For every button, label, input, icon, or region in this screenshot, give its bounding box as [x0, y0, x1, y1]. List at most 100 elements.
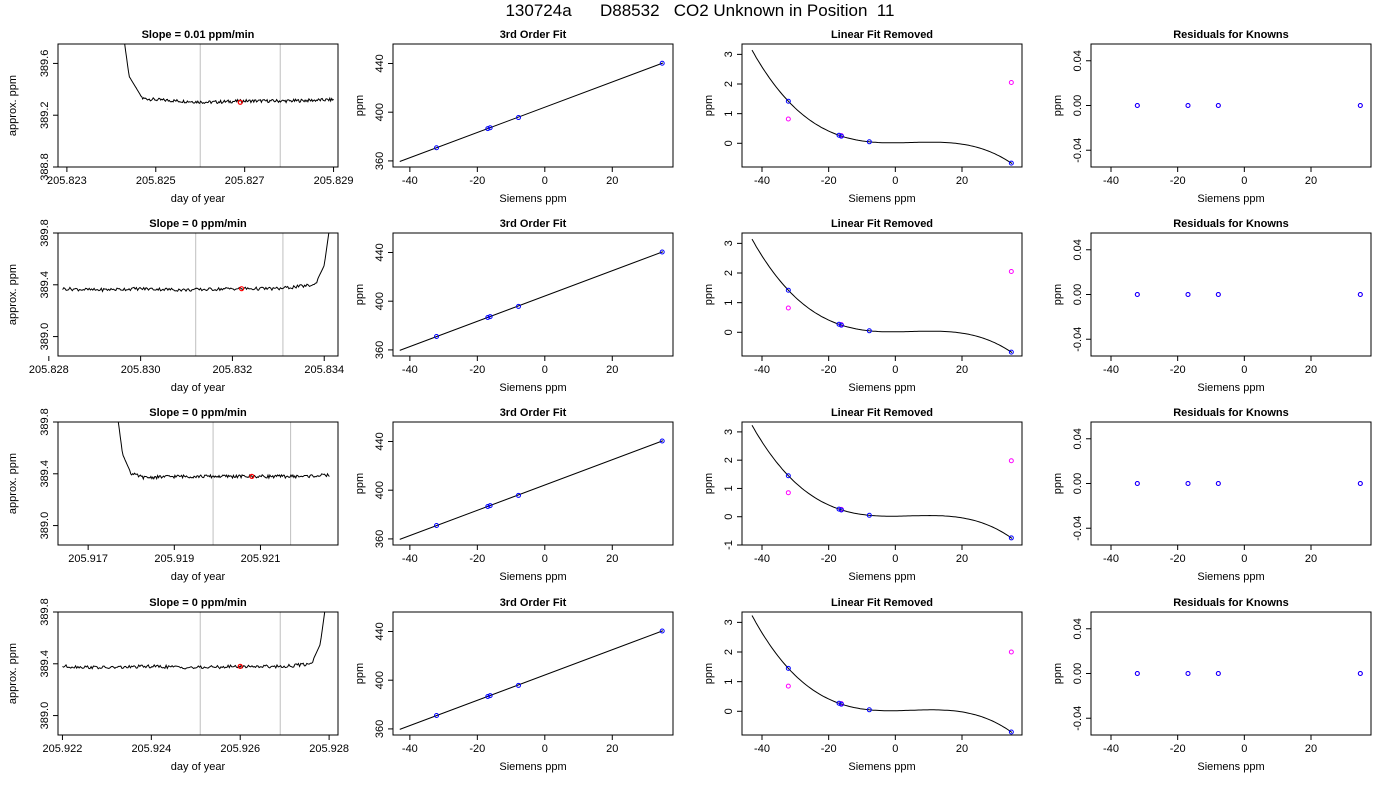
x-axis-label: Siemens ppm	[848, 382, 915, 394]
x-axis-label: Siemens ppm	[1197, 761, 1264, 773]
y-axis-label: ppm	[703, 95, 715, 116]
data-point	[785, 665, 791, 671]
plot-frame	[392, 232, 674, 357]
x-tick-label: 205.921	[241, 553, 281, 565]
y-tick-label: 440	[374, 54, 386, 72]
x-tick-label: 205.823	[47, 175, 87, 187]
y-tick-label: -0.04	[1072, 516, 1084, 541]
data-point-alt	[785, 116, 791, 122]
x-tick-label: 20	[606, 175, 618, 187]
y-tick-label: 400	[374, 481, 386, 499]
plot-frame	[741, 421, 1023, 546]
x-tick-label: -40	[402, 743, 418, 755]
x-tick-label: 205.834	[304, 364, 344, 376]
x-axis-label: Siemens ppm	[848, 193, 915, 205]
x-axis-label: Siemens ppm	[1197, 193, 1264, 205]
data-point	[1008, 160, 1014, 166]
y-tick-label: 389.0	[39, 512, 51, 540]
data-point	[1215, 671, 1221, 676]
x-tick-label: -20	[821, 364, 837, 376]
plot-frame	[57, 232, 339, 357]
x-tick-label: 20	[606, 553, 618, 565]
plot-area	[751, 615, 1014, 735]
panel-title: 3rd Order Fit	[500, 407, 567, 419]
data-point	[1185, 671, 1191, 676]
data-point	[434, 145, 440, 151]
plot-frame	[57, 611, 339, 736]
plot-area	[751, 238, 1014, 355]
y-tick-label: 389.4	[39, 650, 51, 678]
x-tick-label: 0	[892, 553, 898, 565]
y-tick-label: 360	[374, 530, 386, 548]
data-point	[1134, 103, 1140, 108]
panel-title: Slope = 0 ppm/min	[149, 407, 247, 419]
data-point	[485, 126, 491, 132]
figure-title: 130724a D88532 CO2 Unknown in Position 1…	[505, 1, 895, 20]
x-tick-label: 0	[542, 553, 548, 565]
data-point-alt	[1008, 269, 1014, 275]
plot-frame	[741, 611, 1023, 736]
x-tick-label: -20	[1170, 175, 1186, 187]
data-point	[785, 473, 791, 479]
y-axis-label: ppm	[703, 473, 715, 494]
y-axis-label: ppm	[1052, 473, 1064, 494]
plot-area	[399, 628, 665, 730]
x-tick-label: 20	[1305, 743, 1317, 755]
panel: Residuals for Knowns -40 -20 0 20 -0.04 0.00 0.…	[1052, 407, 1372, 583]
x-tick-label: 20	[956, 743, 968, 755]
data-point	[836, 321, 842, 327]
x-tick-label: -20	[469, 553, 485, 565]
data-point	[838, 701, 844, 707]
data-point	[485, 504, 491, 510]
x-axis-label: Siemens ppm	[499, 382, 566, 394]
plot-area	[399, 60, 665, 162]
plot-frame	[57, 43, 339, 168]
x-tick-label: -40	[754, 553, 770, 565]
y-axis-label: ppm	[1052, 663, 1064, 684]
y-axis-label: approx. ppm	[7, 264, 19, 325]
series-line	[124, 44, 334, 105]
y-tick-label: 440	[374, 432, 386, 450]
data-point	[1215, 103, 1221, 108]
plot-area	[62, 612, 326, 670]
y-tick-label: 389.2	[39, 101, 51, 129]
x-tick-label: 0	[542, 364, 548, 376]
y-tick-label: 0	[723, 514, 735, 520]
data-point	[487, 693, 493, 699]
x-tick-label: 20	[606, 364, 618, 376]
series-line	[117, 422, 330, 481]
x-tick-label: -40	[1103, 175, 1119, 187]
y-tick-label: 389.6	[39, 50, 51, 78]
x-axis-label: Siemens ppm	[499, 193, 566, 205]
y-tick-label: 1	[723, 679, 735, 685]
y-tick-label: 389.0	[39, 702, 51, 730]
data-point	[515, 303, 521, 309]
x-tick-label: -40	[754, 175, 770, 187]
panel: 3rd Order Fit -40 -20 0 20 360 400 440 Siemens p…	[354, 218, 674, 394]
data-point	[487, 314, 493, 320]
y-tick-label: 388.8	[39, 153, 51, 181]
y-tick-label: 0.00	[1072, 473, 1084, 494]
panel: Linear Fit Removed -40 -20 0 20 0 1 2 3 Siemens p…	[703, 218, 1023, 394]
y-tick-label: 360	[374, 720, 386, 738]
x-tick-label: -20	[469, 743, 485, 755]
x-tick-label: -40	[402, 553, 418, 565]
panel-title: Residuals for Knowns	[1173, 218, 1289, 230]
plot-area	[751, 49, 1014, 166]
plot-frame	[1090, 232, 1372, 357]
x-tick-label: 205.922	[43, 743, 83, 755]
panel: Residuals for Knowns -40 -20 0 20 -0.04 0.00 0.…	[1052, 218, 1372, 394]
sample-marker	[249, 473, 255, 479]
y-axis-label: approx. ppm	[7, 453, 19, 514]
data-point	[1134, 481, 1140, 486]
panel: 3rd Order Fit -40 -20 0 20 360 400 440 Siemens p…	[354, 597, 674, 773]
data-point	[838, 322, 844, 328]
panel-title: Linear Fit Removed	[831, 597, 933, 609]
data-point	[785, 98, 791, 104]
y-tick-label: 389.4	[39, 460, 51, 488]
y-tick-label: 360	[374, 152, 386, 170]
x-tick-label: -40	[754, 364, 770, 376]
data-point	[838, 507, 844, 513]
y-axis-label: approx. ppm	[7, 75, 19, 136]
y-tick-label: 389.8	[39, 219, 51, 247]
